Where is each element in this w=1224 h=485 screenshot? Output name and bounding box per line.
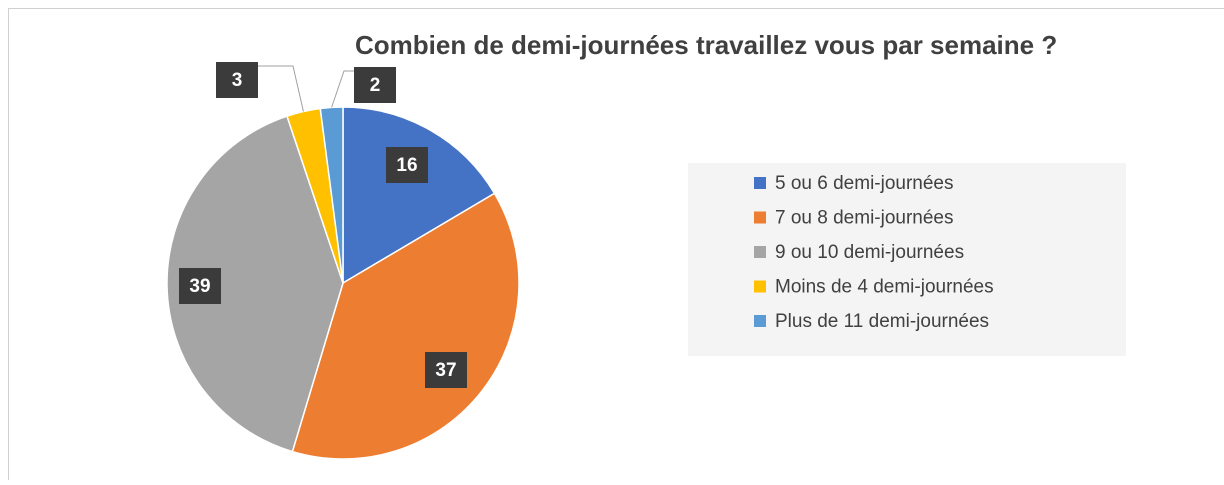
legend-swatch	[754, 212, 766, 224]
legend-swatch	[754, 315, 766, 327]
data-label: 3	[232, 70, 243, 91]
legend-swatch	[754, 281, 766, 293]
data-label: 16	[396, 155, 417, 176]
legend-swatch	[754, 177, 766, 189]
legend-label: 5 ou 6 demi-journées	[775, 173, 954, 194]
legend-label: Plus de 11 demi-journées	[775, 311, 989, 332]
legend-label: 7 ou 8 demi-journées	[775, 208, 954, 229]
legend-label: Moins de 4 demi-journées	[775, 277, 994, 298]
legend-swatch	[754, 246, 766, 258]
data-label: 37	[435, 360, 456, 381]
data-label: 39	[189, 276, 210, 297]
data-label: 2	[370, 75, 381, 96]
chart-title: Combien de demi-journées travaillez vous…	[355, 30, 1057, 60]
legend-label: 9 ou 10 demi-journées	[775, 242, 964, 263]
